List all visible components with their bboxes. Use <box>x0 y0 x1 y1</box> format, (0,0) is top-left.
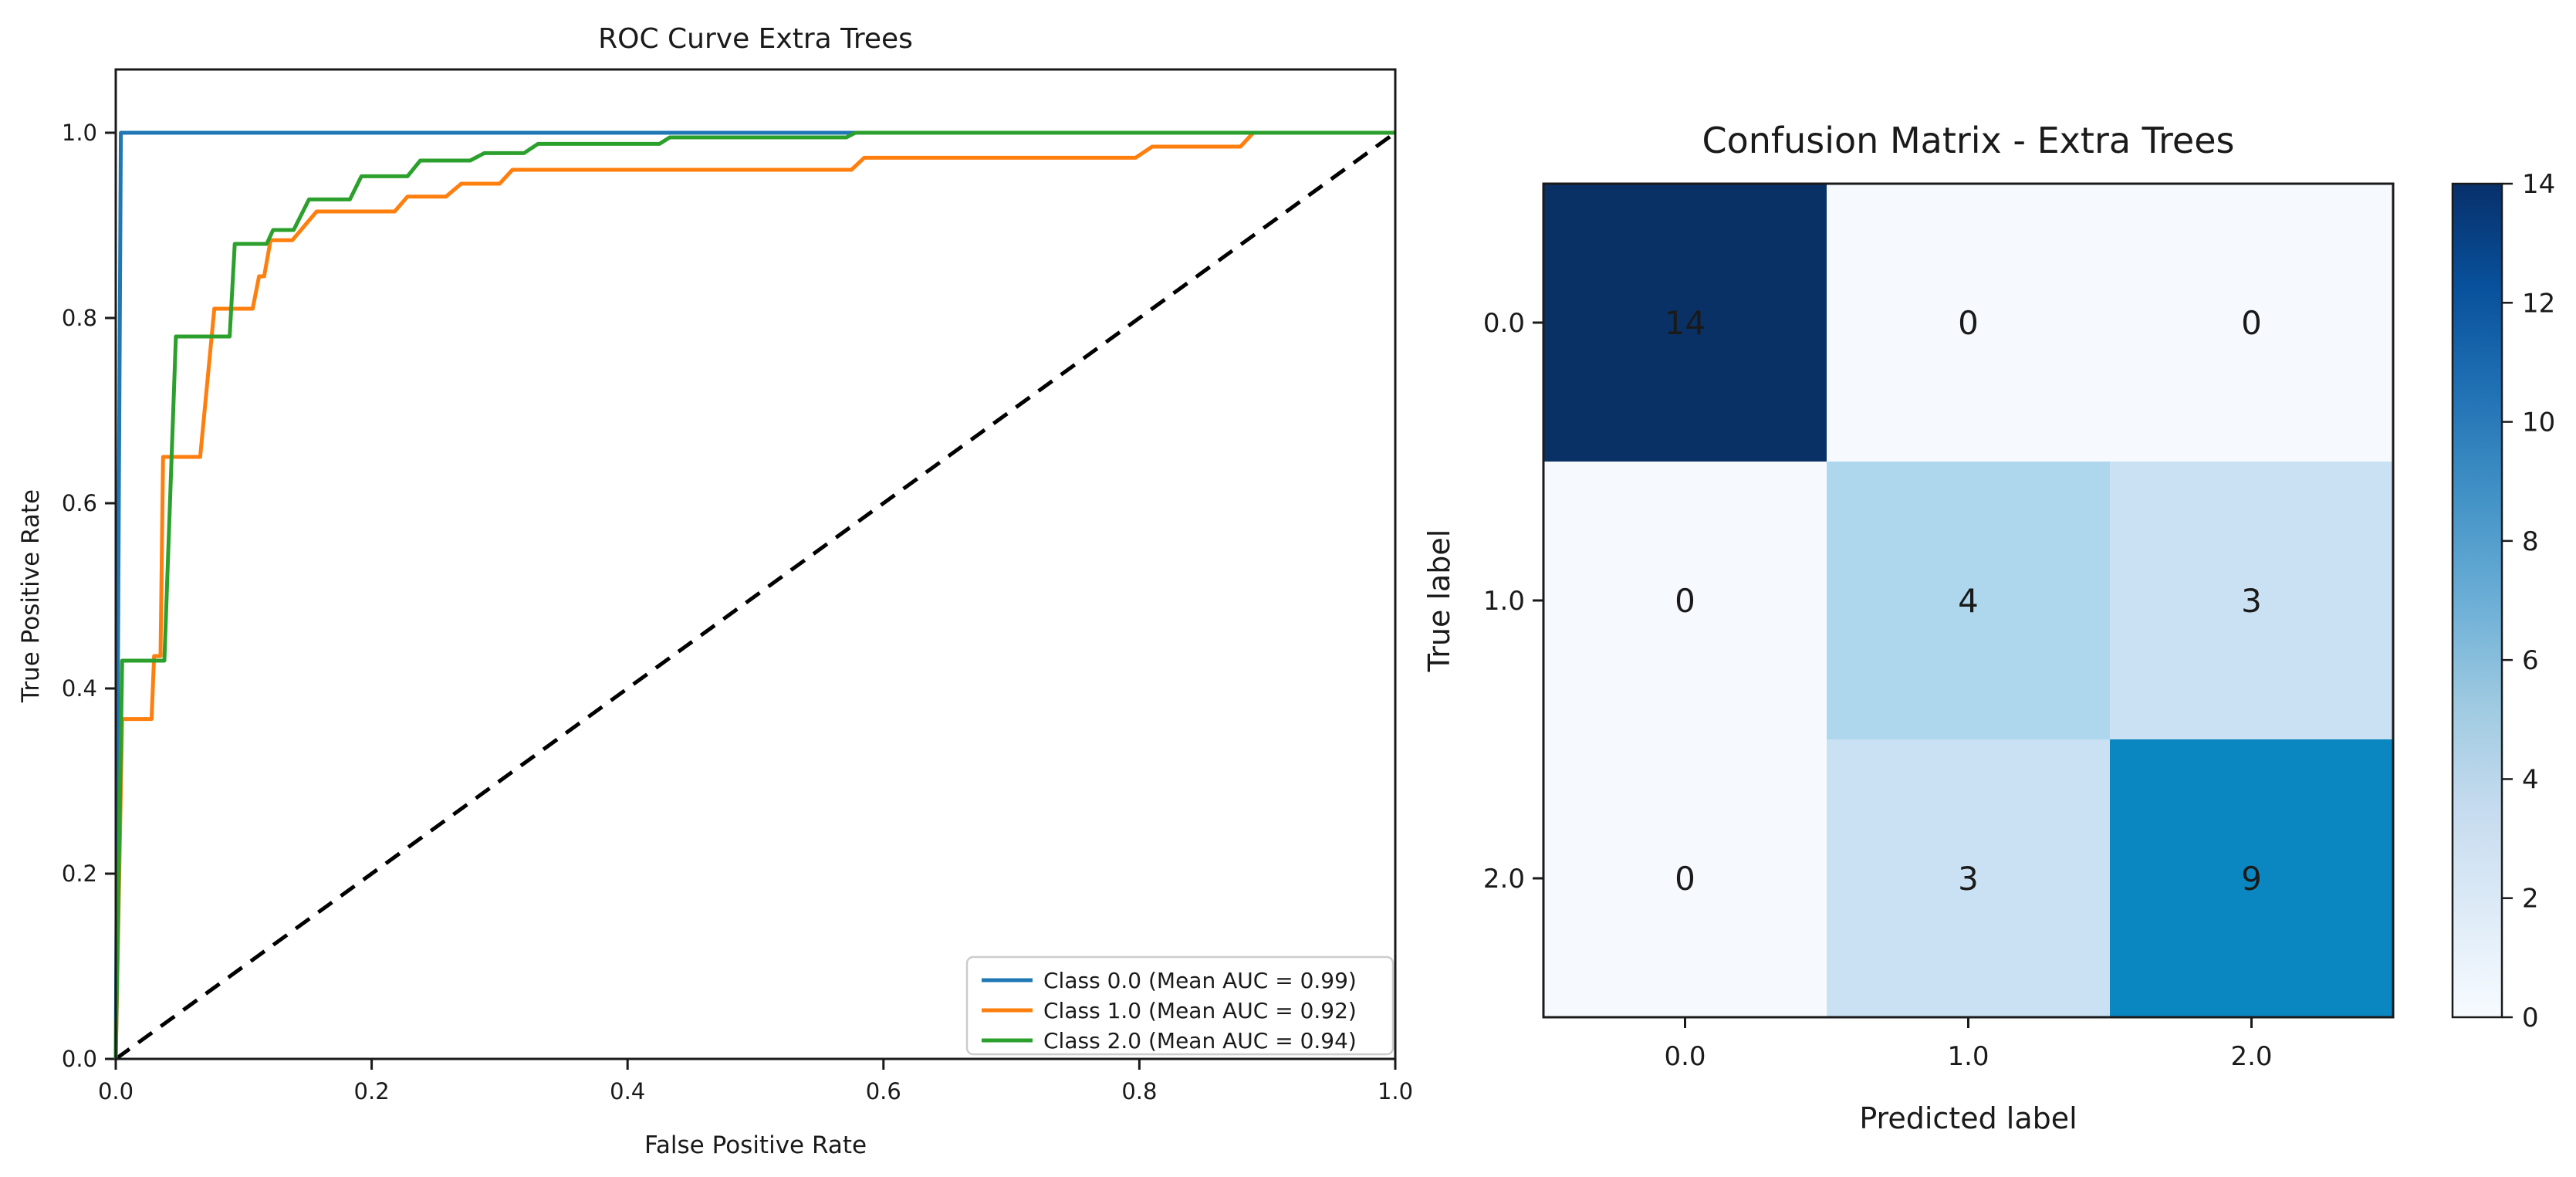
roc-chart-figure: ROC Curve Extra Trees False Positive Rate… <box>17 23 1413 1159</box>
colorbar-tick-label: 0 <box>2522 1003 2539 1033</box>
cm-y-tick-label: 1.0 <box>1483 586 1525 617</box>
colorbar-tick-label: 8 <box>2522 526 2539 557</box>
matrix-cell-r0c0 <box>1543 184 1827 462</box>
legend-entry-label: Class 1.0 (Mean AUC = 0.92) <box>1043 998 1357 1023</box>
matrix-cell-value-r1c0: 0 <box>1675 582 1695 620</box>
roc-xaxis-label: False Positive Rate <box>644 1131 867 1159</box>
roc-x-tick-label: 0.6 <box>866 1078 901 1104</box>
matrix-cell-value-r0c2: 0 <box>2241 304 2262 342</box>
roc-curve-2.0 <box>113 130 1395 1060</box>
roc-y-tick-label: 0.2 <box>62 861 97 887</box>
roc-title: ROC Curve Extra Trees <box>598 23 913 55</box>
cm-x-tick-label: 0.0 <box>1664 1041 1706 1072</box>
matrix-cell-value-r2c1: 3 <box>1958 860 1979 898</box>
matrix-cell-value-r2c0: 0 <box>1675 860 1695 898</box>
cm-x-tick-label: 1.0 <box>1947 1041 1989 1072</box>
colorbar-tick-label: 12 <box>2522 288 2555 319</box>
matrix-cell-r0c2 <box>2110 184 2393 462</box>
confusion-matrix-figure: Confusion Matrix - Extra Trees Predicted … <box>1405 0 2576 1177</box>
roc-x-tick-label: 0.0 <box>98 1078 134 1104</box>
matrix-cell-r0c1 <box>1827 184 2110 462</box>
roc-x-tick-label: 0.4 <box>610 1078 645 1104</box>
cm-yaxis-label: True label <box>1422 529 1456 673</box>
matrix-cell-value-r1c2: 3 <box>2241 582 2262 620</box>
matrix-cell-value-r1c1: 4 <box>1958 582 1979 620</box>
cm-x-tick-label: 2.0 <box>2230 1041 2272 1072</box>
roc-x-tick-label: 0.2 <box>354 1078 390 1104</box>
roc-curve-1.0 <box>113 130 1395 1060</box>
matrix-cell-value-r0c1: 0 <box>1958 304 1979 342</box>
roc-plot: ROC Curve Extra Trees False Positive Rate… <box>17 23 1413 1159</box>
roc-y-tick-label: 0.8 <box>62 305 97 331</box>
roc-legend-box <box>965 955 1394 1056</box>
roc-axes-box <box>114 68 1397 1060</box>
matrix-cell-value-r0c0: 14 <box>1665 304 1706 342</box>
cm-xaxis-label: Predicted label <box>1859 1101 2077 1135</box>
roc-yaxis-label: True Positive Rate <box>17 489 45 703</box>
matrix-cell-r1c0 <box>1543 462 1827 739</box>
roc-y-tick-label: 0.6 <box>62 490 97 516</box>
matrix-cell-r1c1 <box>1827 462 2110 739</box>
colorbar-tick-label: 6 <box>2522 645 2539 676</box>
cm-y-tick-label: 0.0 <box>1483 308 1525 339</box>
roc-y-tick-label: 0.4 <box>62 675 97 702</box>
legend-entry-label: Class 0.0 (Mean AUC = 0.99) <box>1043 968 1357 993</box>
roc-curve-chance <box>114 130 1397 1061</box>
colorbar <box>2451 182 2503 1019</box>
roc-x-tick-label: 0.8 <box>1121 1078 1157 1104</box>
cm-y-tick-label: 2.0 <box>1483 864 1525 895</box>
matrix-cell-r2c2 <box>2110 739 2393 1017</box>
confusion-matrix-title: Confusion Matrix - Extra Trees <box>1702 120 2235 161</box>
colorbar-tick-label: 10 <box>2522 408 2555 438</box>
colorbar-tick-label: 2 <box>2522 884 2539 915</box>
roc-y-tick-label: 1.0 <box>62 120 97 146</box>
matrix-cell-r2c1 <box>1827 739 2110 1017</box>
roc-x-tick-label: 1.0 <box>1378 1078 1413 1104</box>
roc-legend: Class 0.0 (Mean AUC = 0.99) Class 1.0 (Me… <box>965 955 1394 1056</box>
legend-entry-label: Class 2.0 (Mean AUC = 0.94) <box>1043 1028 1357 1054</box>
matrix-cell-value-r2c2: 9 <box>2241 860 2262 898</box>
roc-y-tick-label: 0.0 <box>62 1046 97 1072</box>
matrix-cell-r1c2 <box>2110 462 2393 739</box>
matrix-cell-r2c0 <box>1543 739 1827 1017</box>
colorbar-tick-label: 14 <box>2522 169 2555 200</box>
confusion-matrix-plot: Confusion Matrix - Extra Trees Predicted … <box>1422 120 2555 1135</box>
colorbar-tick-label: 4 <box>2522 764 2539 795</box>
